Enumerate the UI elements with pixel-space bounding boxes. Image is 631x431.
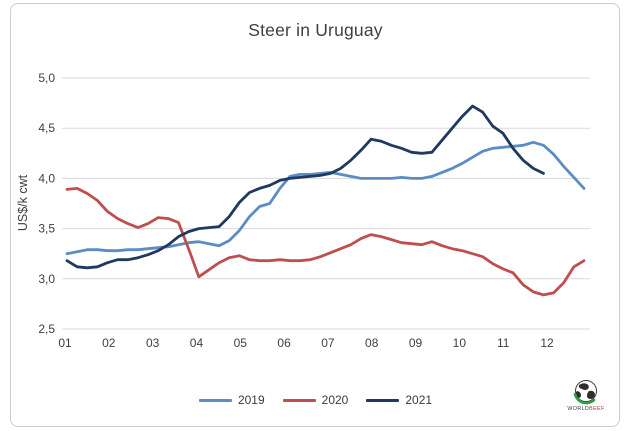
legend-label: 2019 bbox=[237, 393, 265, 407]
globe-continent bbox=[578, 383, 589, 390]
legend-item-2021: 2021 bbox=[366, 393, 432, 407]
x-tick-label: 09 bbox=[409, 336, 423, 350]
legend-swatch-2020 bbox=[282, 398, 316, 402]
globe-swoosh bbox=[573, 392, 596, 405]
series-line-2020 bbox=[65, 186, 586, 297]
legend-item-2019: 2019 bbox=[198, 393, 265, 407]
y-tick-label: 3,5 bbox=[38, 222, 55, 236]
y-tick-label: 4,5 bbox=[38, 121, 55, 135]
y-tick-label: 2,5 bbox=[38, 322, 55, 336]
x-tick-label: 04 bbox=[190, 336, 204, 350]
series-line-2021 bbox=[65, 104, 545, 270]
legend-swatch-2019 bbox=[198, 398, 232, 402]
x-tick-label: 06 bbox=[277, 336, 291, 350]
series-line-2019 bbox=[65, 140, 586, 256]
globe-continent bbox=[587, 390, 595, 399]
x-tick-label: 10 bbox=[453, 336, 467, 350]
logo-text: WORLDBEEF bbox=[567, 406, 605, 412]
x-tick-label: 01 bbox=[58, 336, 72, 350]
chart-title: Steer in Uruguay bbox=[248, 20, 383, 40]
x-tick-label: 11 bbox=[497, 336, 510, 350]
y-tick-label: 4,0 bbox=[38, 171, 55, 185]
x-tick-label: 03 bbox=[146, 336, 160, 350]
x-tick-label: 12 bbox=[540, 336, 554, 350]
x-tick-label: 08 bbox=[365, 336, 379, 350]
legend-swatch-2021 bbox=[366, 398, 400, 402]
y-tick-label: 3,0 bbox=[38, 272, 55, 286]
y-tick-label: 5,0 bbox=[38, 71, 55, 85]
x-tick-label: 07 bbox=[321, 336, 335, 350]
legend: 2019 2020 2021 bbox=[0, 393, 631, 407]
legend-label: 2020 bbox=[321, 393, 349, 407]
legend-item-2020: 2020 bbox=[282, 393, 349, 407]
x-tick-label: 05 bbox=[234, 336, 248, 350]
worldbeef-logo: WORLDBEEF bbox=[567, 380, 605, 412]
legend-label: 2021 bbox=[405, 393, 433, 407]
x-tick-label: 02 bbox=[102, 336, 116, 350]
